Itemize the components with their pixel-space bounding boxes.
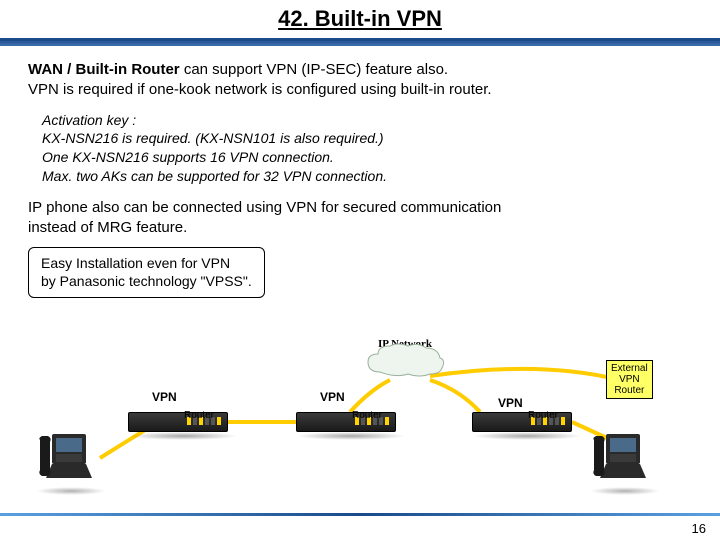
ip-phone-left [36,430,100,486]
bold-lead: WAN / Built-in Router [28,61,180,78]
vpss-callout: Easy Installation even for VPN by Panaso… [28,247,265,299]
main-paragraph-2: IP phone also can be connected using VPN… [28,198,692,239]
footer-divider [0,513,720,516]
router-label-1: Router [184,410,214,421]
title-stripe [0,38,720,46]
page-number: 16 [692,521,706,536]
router-label-3: Router [528,410,558,421]
network-diagram: IP Network VPN VPN VPN Router Router Rou… [0,340,720,500]
ip-network-cloud: IP Network [350,340,460,382]
vpn-label-1: VPN [152,390,177,404]
vpn-label-2: VPN [320,390,345,404]
slide-body: WAN / Built-in Router can support VPN (I… [0,46,720,298]
title-bar: 42. Built-in VPN [0,0,720,46]
vpn-label-3: VPN [498,396,523,410]
ip-phone-right [590,430,654,486]
cloud-icon [360,340,450,382]
external-vpn-router-box: External VPN Router [606,360,653,399]
slide-title: 42. Built-in VPN [0,0,720,32]
router-label-2: Router [352,410,382,421]
activation-key-block: Activation key : KX-NSN216 is required. … [42,111,692,187]
main-paragraph-1: WAN / Built-in Router can support VPN (I… [28,60,692,101]
